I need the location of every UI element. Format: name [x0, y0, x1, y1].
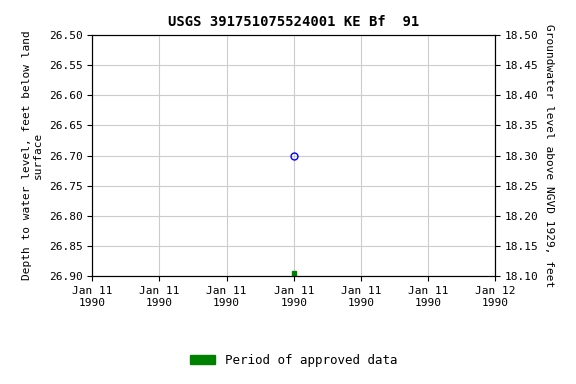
Y-axis label: Depth to water level, feet below land
surface: Depth to water level, feet below land su… [21, 31, 43, 280]
Title: USGS 391751075524001 KE Bf  91: USGS 391751075524001 KE Bf 91 [168, 15, 419, 29]
Y-axis label: Groundwater level above NGVD 1929, feet: Groundwater level above NGVD 1929, feet [544, 24, 554, 287]
Legend: Period of approved data: Period of approved data [185, 349, 403, 372]
